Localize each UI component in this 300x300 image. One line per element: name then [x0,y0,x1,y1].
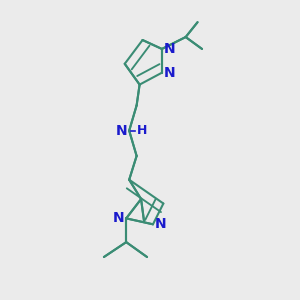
Text: H: H [136,124,147,137]
Text: N: N [116,124,128,138]
Text: N: N [154,217,166,231]
Text: N: N [164,66,175,80]
Text: N: N [113,212,125,225]
Text: N: N [164,42,175,56]
